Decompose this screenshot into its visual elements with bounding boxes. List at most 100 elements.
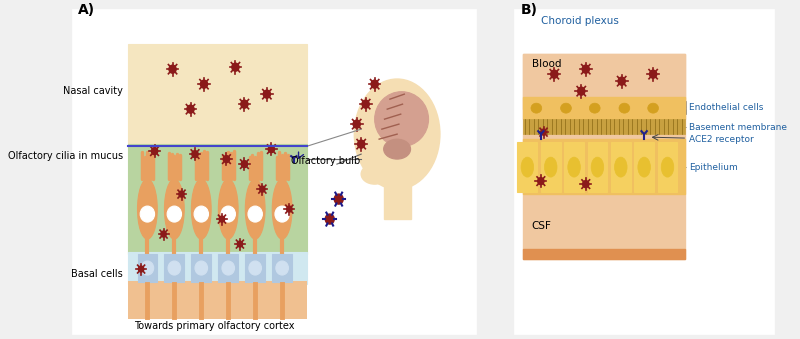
- Bar: [523, 119, 685, 134]
- Bar: [191, 254, 211, 282]
- Circle shape: [232, 63, 239, 71]
- Circle shape: [241, 100, 248, 108]
- Circle shape: [161, 231, 166, 237]
- Text: A): A): [78, 3, 95, 17]
- Circle shape: [276, 261, 289, 275]
- Circle shape: [362, 100, 370, 108]
- Ellipse shape: [545, 157, 557, 177]
- Text: CSF: CSF: [532, 221, 552, 231]
- Bar: [523, 54, 685, 109]
- Bar: [523, 97, 685, 119]
- Circle shape: [326, 214, 334, 224]
- Circle shape: [582, 181, 589, 187]
- Ellipse shape: [246, 179, 265, 239]
- Text: Epithelium: Epithelium: [689, 163, 738, 172]
- Circle shape: [358, 140, 365, 148]
- Bar: [128, 144, 307, 174]
- Circle shape: [371, 80, 378, 88]
- Ellipse shape: [648, 103, 658, 113]
- Circle shape: [169, 65, 176, 73]
- Bar: [523, 139, 685, 194]
- Circle shape: [192, 151, 198, 158]
- Text: Nasal cavity: Nasal cavity: [63, 86, 123, 96]
- Text: Blood: Blood: [532, 59, 562, 69]
- Text: Basal cells: Basal cells: [71, 269, 123, 279]
- Ellipse shape: [191, 179, 211, 239]
- Circle shape: [138, 266, 144, 272]
- Ellipse shape: [590, 103, 600, 113]
- Circle shape: [541, 129, 546, 135]
- Ellipse shape: [619, 103, 630, 113]
- Text: Basement membrane: Basement membrane: [689, 123, 787, 132]
- Bar: [128, 281, 307, 319]
- Ellipse shape: [638, 157, 650, 177]
- Bar: [658, 142, 678, 192]
- Circle shape: [195, 261, 207, 275]
- Ellipse shape: [568, 157, 580, 177]
- Bar: [564, 142, 584, 192]
- Circle shape: [618, 77, 626, 85]
- Ellipse shape: [524, 99, 549, 117]
- Ellipse shape: [612, 99, 637, 117]
- Bar: [384, 179, 410, 219]
- Circle shape: [141, 261, 154, 275]
- Bar: [246, 254, 265, 282]
- Bar: [541, 142, 561, 192]
- Bar: [514, 9, 774, 334]
- Circle shape: [353, 120, 360, 128]
- Text: ACE2 receptor: ACE2 receptor: [689, 135, 754, 144]
- Bar: [165, 254, 184, 282]
- Circle shape: [179, 191, 184, 197]
- Circle shape: [219, 216, 225, 222]
- Circle shape: [194, 206, 209, 222]
- Ellipse shape: [554, 99, 578, 117]
- Bar: [523, 249, 685, 259]
- Bar: [218, 254, 238, 282]
- Circle shape: [187, 105, 194, 113]
- Ellipse shape: [531, 103, 542, 113]
- Circle shape: [275, 206, 290, 222]
- Circle shape: [140, 206, 154, 222]
- Text: Towards primary olfactory cortex: Towards primary olfactory cortex: [134, 321, 295, 331]
- Bar: [523, 54, 685, 259]
- Ellipse shape: [272, 179, 292, 239]
- Ellipse shape: [354, 79, 440, 189]
- Bar: [587, 142, 607, 192]
- Ellipse shape: [384, 139, 410, 159]
- Circle shape: [222, 261, 234, 275]
- Ellipse shape: [582, 99, 607, 117]
- Circle shape: [260, 186, 265, 192]
- Bar: [128, 144, 307, 254]
- Ellipse shape: [521, 157, 534, 177]
- Text: Olfactory bulb: Olfactory bulb: [290, 156, 360, 166]
- Ellipse shape: [591, 157, 604, 177]
- Circle shape: [263, 90, 270, 98]
- Ellipse shape: [361, 164, 388, 184]
- Ellipse shape: [218, 179, 238, 239]
- Bar: [518, 142, 538, 192]
- Ellipse shape: [165, 179, 184, 239]
- Bar: [72, 9, 476, 334]
- Circle shape: [578, 87, 585, 95]
- Ellipse shape: [614, 157, 627, 177]
- Circle shape: [151, 147, 158, 155]
- Circle shape: [286, 206, 292, 212]
- Bar: [128, 252, 307, 284]
- Circle shape: [248, 206, 262, 222]
- Ellipse shape: [374, 92, 429, 147]
- Bar: [128, 44, 307, 144]
- Circle shape: [550, 70, 558, 78]
- Bar: [138, 254, 158, 282]
- Circle shape: [223, 156, 230, 163]
- Circle shape: [221, 206, 235, 222]
- Circle shape: [238, 241, 242, 247]
- Ellipse shape: [641, 99, 666, 117]
- Ellipse shape: [662, 157, 674, 177]
- Text: Choroid plexus: Choroid plexus: [541, 16, 618, 26]
- Text: Olfactory cilia in mucus: Olfactory cilia in mucus: [8, 151, 123, 161]
- Circle shape: [167, 206, 182, 222]
- Ellipse shape: [138, 179, 158, 239]
- Circle shape: [650, 70, 657, 78]
- Circle shape: [249, 261, 262, 275]
- Circle shape: [242, 161, 247, 167]
